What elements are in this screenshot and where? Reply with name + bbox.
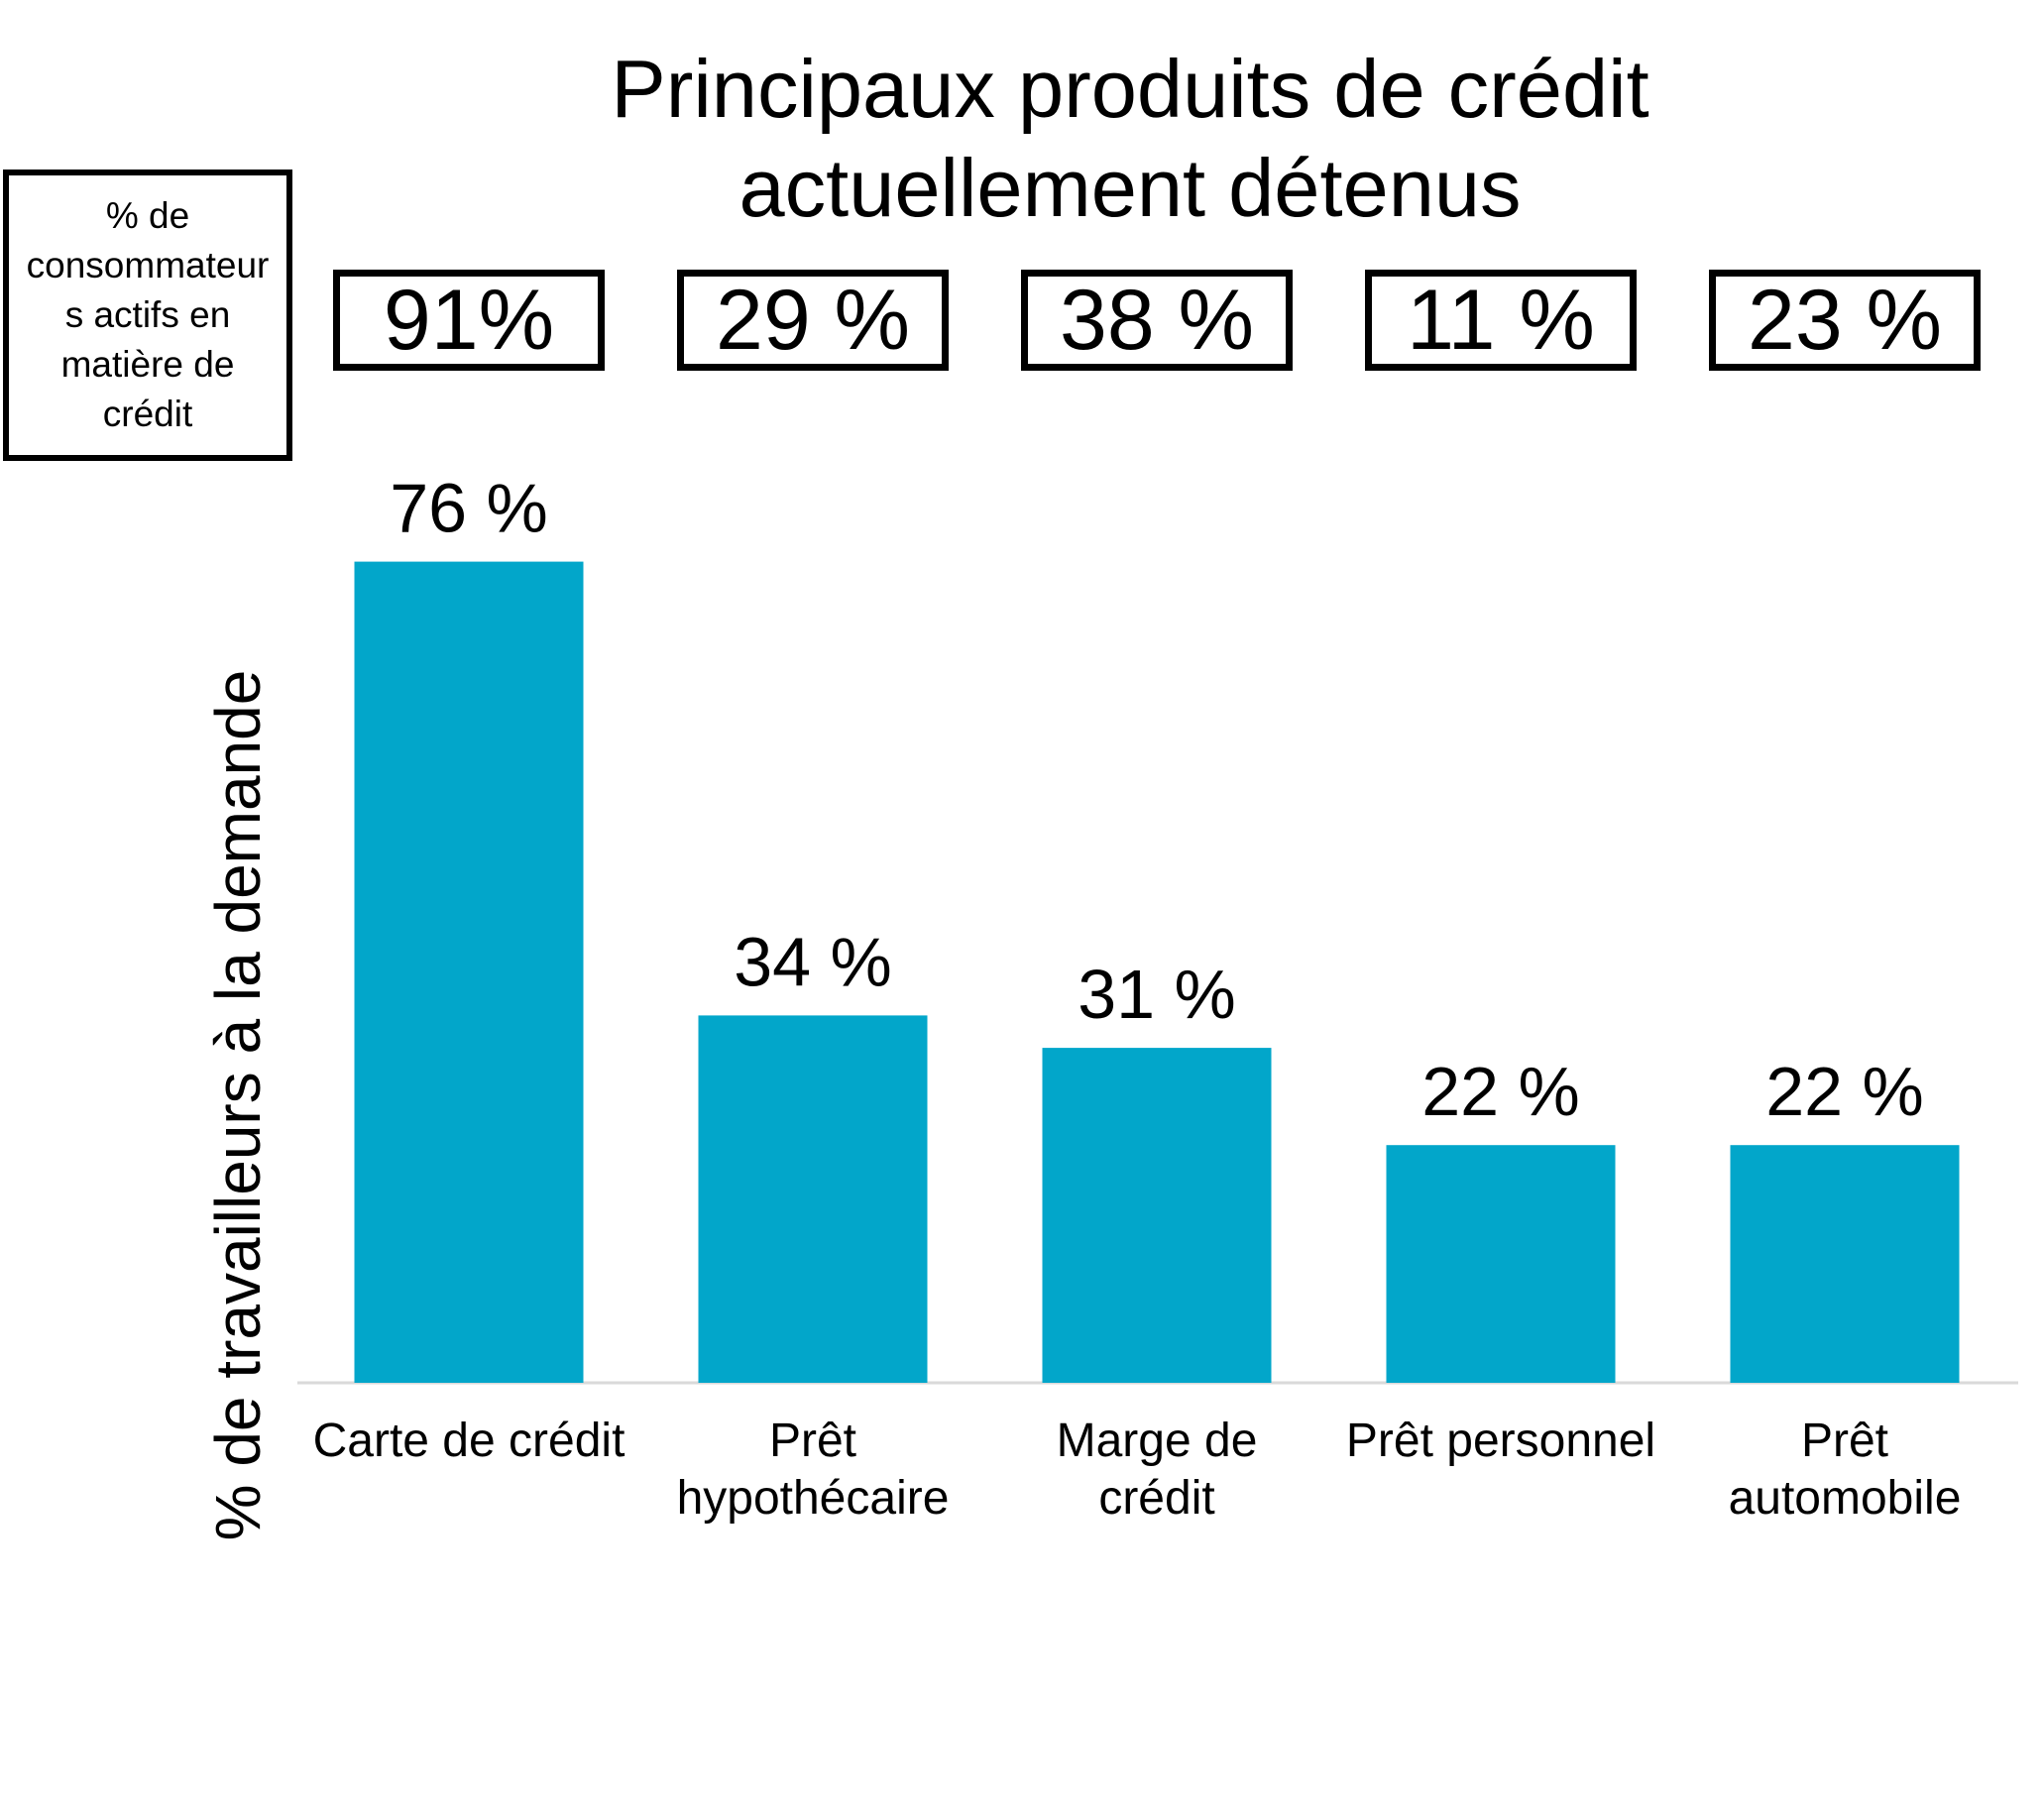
value-label: 22 % [1421,1053,1580,1130]
x-tick-label: Prêt personnel [1345,1415,1656,1467]
x-tick-label: Prêt automobile [1728,1415,1962,1525]
x-tick-label: Marge de crédit [1056,1415,1258,1525]
value-label: 34 % [734,923,892,1000]
benchmark-value: 38 % [1021,270,1293,371]
y-axis-title: % de travailleurs à la demande [202,670,274,1541]
value-label: 76 % [390,470,548,547]
chart-title: Principaux produits de crédit actuelleme… [611,43,1649,234]
x-tick-label: Carte de crédit [312,1415,625,1467]
bar [1730,1145,1960,1383]
x-tick-label: Prêt hypothécaire [676,1415,950,1525]
value-label: 31 % [1078,956,1236,1033]
benchmark-value: 29 % [677,270,949,371]
bar [1042,1048,1272,1383]
benchmark-value: 23 % [1709,270,1981,371]
bar [1386,1145,1616,1383]
benchmark-label: % de consommateurs actifs en matière de … [3,170,292,461]
benchmark-value: 11 % [1365,270,1637,371]
value-label: 22 % [1765,1053,1924,1130]
bar [698,1015,928,1383]
bar [354,561,584,1383]
benchmark-value: 91% [333,270,605,371]
